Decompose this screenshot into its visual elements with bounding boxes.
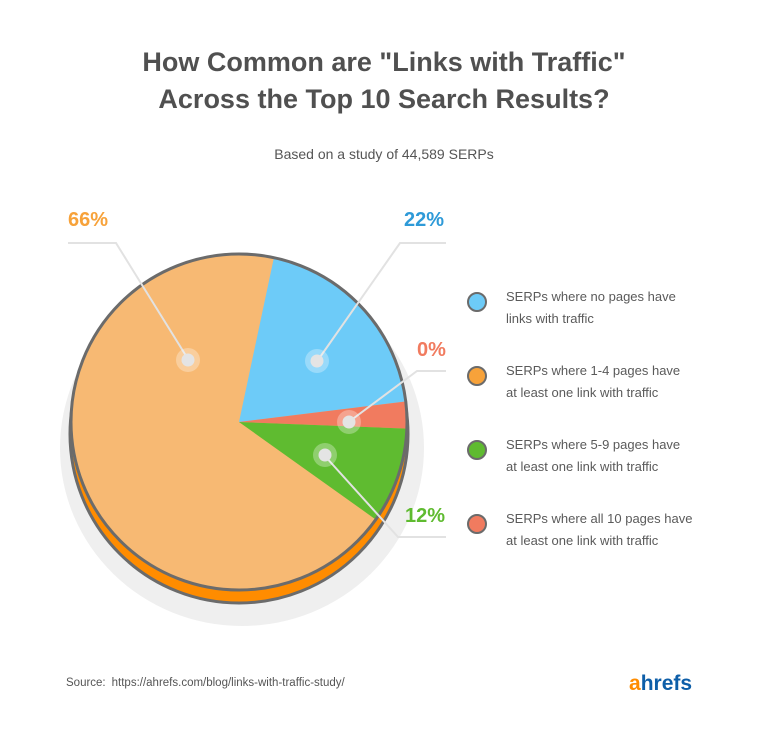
legend-text-line-1: SERPs where all 10 pages have [506,511,693,526]
legend-swatch-blue-icon [467,292,487,312]
legend-text-line-1: SERPs where 5-9 pages have [506,437,681,452]
pie-slice-blue [239,257,406,422]
marker-dot-blue [310,354,324,368]
logo-text-hrefs: hrefs [640,672,693,695]
label-blue-percent: 22% [404,209,445,231]
marker-dot-green [318,448,332,462]
leader-line-orange [68,242,189,360]
legend-item-1-4-pages: SERPs where 1-4 pages have at least one … [464,360,764,434]
chart-title-line-1: How Common are "Links with Traffic" [142,47,626,77]
marker-dot-orange [181,353,195,367]
label-green-percent: 12% [405,505,446,527]
legend-text-line-2: links with traffic [506,311,594,326]
source-url: https://ahrefs.com/blog/links-with-traff… [111,677,345,689]
marker-dot-red [342,415,356,429]
leader-line-green [323,454,446,538]
pie-border [69,252,409,592]
label-red-percent: 0% [417,339,446,361]
legend: SERPs where no pages have links with tra… [464,286,764,582]
ahrefs-logo: ahrefs [629,672,692,696]
legend-text-line-1: SERPs where no pages have [506,289,676,304]
legend-swatch-orange-icon [467,366,487,386]
source-label: Source: [66,677,106,689]
legend-item-5-9-pages: SERPs where 5-9 pages have at least one … [464,434,764,508]
chart-title: How Common are "Links with Traffic" Acro… [0,44,768,118]
chart-subtitle: Based on a study of 44,589 SERPs [274,146,494,162]
legend-text-line-2: at least one link with traffic [506,459,659,474]
leader-line-blue [317,242,446,361]
logo-letter-a: a [629,672,641,695]
legend-item-no-pages: SERPs where no pages have links with tra… [464,286,764,360]
pie-slice-green [239,422,407,520]
legend-text-line-1: SERPs where 1-4 pages have [506,363,681,378]
legend-text-line-2: at least one link with traffic [506,385,659,400]
legend-text-line-2: at least one link with traffic [506,533,659,548]
leader-line-red [349,370,446,422]
legend-item-all-10-pages: SERPs where all 10 pages have at least o… [464,508,764,582]
source-note: Source: https://ahrefs.com/blog/links-wit… [66,677,345,689]
pie-slice-red [239,401,408,429]
legend-swatch-red-icon [467,514,487,534]
legend-swatch-green-icon [467,440,487,460]
label-orange-percent: 66% [68,209,109,231]
chart-title-line-2: Across the Top 10 Search Results? [158,84,610,114]
